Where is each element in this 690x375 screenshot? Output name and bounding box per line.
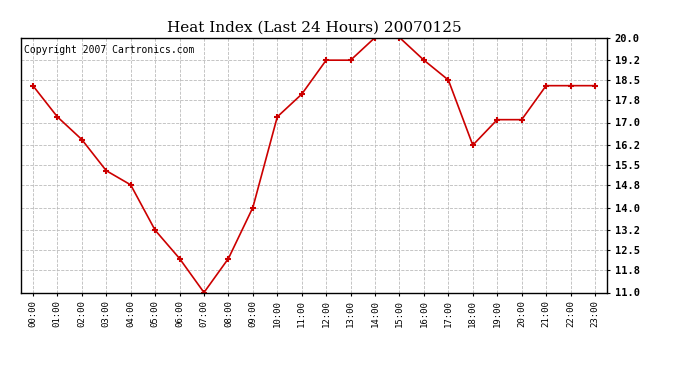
Title: Heat Index (Last 24 Hours) 20070125: Heat Index (Last 24 Hours) 20070125 — [167, 21, 461, 35]
Text: Copyright 2007 Cartronics.com: Copyright 2007 Cartronics.com — [23, 45, 194, 55]
